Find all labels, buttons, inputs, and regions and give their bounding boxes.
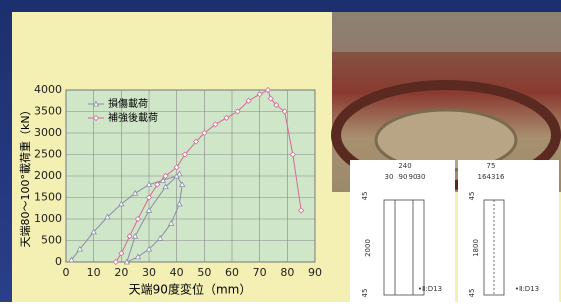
drawing-label: 90 [399,173,408,181]
x-tick-label: 60 [225,266,239,279]
drawing-label: 240 [398,162,411,170]
x-tick-label: 10 [87,266,101,279]
x-tick-label: 70 [253,266,267,279]
drawing-label: 30 [417,173,426,181]
drawing-panel [350,160,455,302]
drawing-label: •Ⅱ:D13 [418,285,442,293]
y-tick-label: 1500 [34,191,62,204]
y-tick-label: 4000 [34,83,62,96]
drawing-label: 45 [468,192,476,201]
drawing-panel [458,160,559,302]
drawing-label: 45 [361,289,369,298]
x-tick-label: 30 [142,266,156,279]
drawing-label: 45 [468,289,476,298]
x-tick-label: 0 [63,266,70,279]
y-tick-label: 3000 [34,126,62,139]
drawing-label: 1800 [472,239,480,257]
y-axis-label: 天端80〜100°載荷重（kN） [18,104,32,247]
drawing-label: 30 [385,173,394,181]
drawing-label: 16 [496,173,505,181]
drawing-label: 45 [361,192,369,201]
y-tick-label: 2000 [34,169,62,182]
legend-label: 損傷載荷 [108,97,148,110]
y-tick-label: 1000 [34,212,62,225]
x-tick-label: 20 [114,266,128,279]
drawing-label: 2000 [364,239,372,257]
x-axis-label: 天端90度変位（mm） [129,282,252,297]
y-tick-label: 0 [55,255,62,268]
x-tick-label: 40 [170,266,184,279]
x-tick-label: 50 [197,266,211,279]
x-tick-label: 90 [308,266,322,279]
y-tick-label: 3500 [34,105,62,118]
slide: 天端90度変位（mm） 天端80〜100°載荷重（kN） 05001000150… [0,0,561,302]
drawing-label: 43 [487,173,496,181]
y-tick-label: 500 [41,234,62,247]
drawing-label: •Ⅱ:D13 [515,285,539,293]
legend-label: 補強後載荷 [108,111,158,124]
drawing-label: 75 [487,162,496,170]
y-tick-label: 2500 [34,148,62,161]
x-tick-label: 80 [280,266,294,279]
